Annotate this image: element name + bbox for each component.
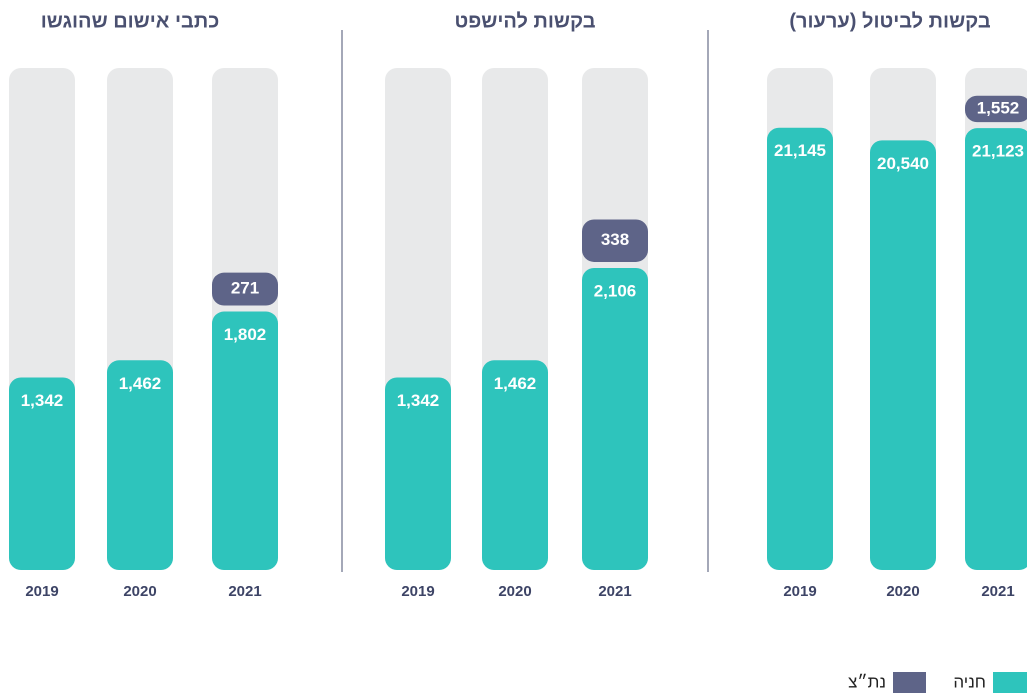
value-label: 1,462 bbox=[119, 374, 162, 393]
bar bbox=[9, 377, 75, 570]
chart-title: בקשות להישפט bbox=[454, 10, 595, 32]
x-tick-label: 2019 bbox=[401, 583, 434, 600]
legend-swatch bbox=[993, 672, 1027, 693]
bar bbox=[482, 360, 548, 570]
x-tick-label: 2021 bbox=[981, 583, 1014, 600]
value-label: 1,342 bbox=[397, 391, 440, 410]
x-tick-label: 2020 bbox=[886, 583, 919, 600]
value-label: 271 bbox=[231, 279, 259, 298]
value-label: 2,106 bbox=[594, 281, 637, 300]
x-tick-label: 2021 bbox=[228, 583, 261, 600]
bar bbox=[965, 128, 1027, 570]
value-label: 20,540 bbox=[877, 154, 929, 173]
x-tick-label: 2021 bbox=[598, 583, 631, 600]
bar bbox=[212, 311, 278, 570]
value-label: 338 bbox=[601, 230, 629, 249]
bar bbox=[385, 377, 451, 570]
value-label: 21,123 bbox=[972, 142, 1024, 161]
bar bbox=[107, 360, 173, 570]
x-tick-label: 2020 bbox=[498, 583, 531, 600]
chart-title: כתבי אישום שהוגשו bbox=[41, 10, 220, 32]
value-label: 1,462 bbox=[494, 374, 537, 393]
legend-label: נת״צ bbox=[848, 672, 886, 691]
value-label: 21,145 bbox=[774, 141, 826, 160]
chart-title: בקשות לביטול (ערעור) bbox=[789, 10, 991, 32]
value-label: 1,802 bbox=[224, 325, 267, 344]
value-label: 1,552 bbox=[977, 98, 1020, 117]
legend-swatch bbox=[893, 672, 926, 693]
bar bbox=[965, 95, 1027, 123]
bar bbox=[582, 267, 648, 570]
bar bbox=[767, 127, 833, 570]
x-tick-label: 2019 bbox=[25, 583, 58, 600]
bar bbox=[870, 140, 936, 570]
bar bbox=[212, 272, 278, 306]
x-tick-label: 2019 bbox=[783, 583, 816, 600]
value-label: 1,342 bbox=[21, 391, 64, 410]
bar bbox=[582, 219, 648, 262]
legend-label: חניה bbox=[953, 672, 986, 691]
x-tick-label: 2020 bbox=[123, 583, 156, 600]
